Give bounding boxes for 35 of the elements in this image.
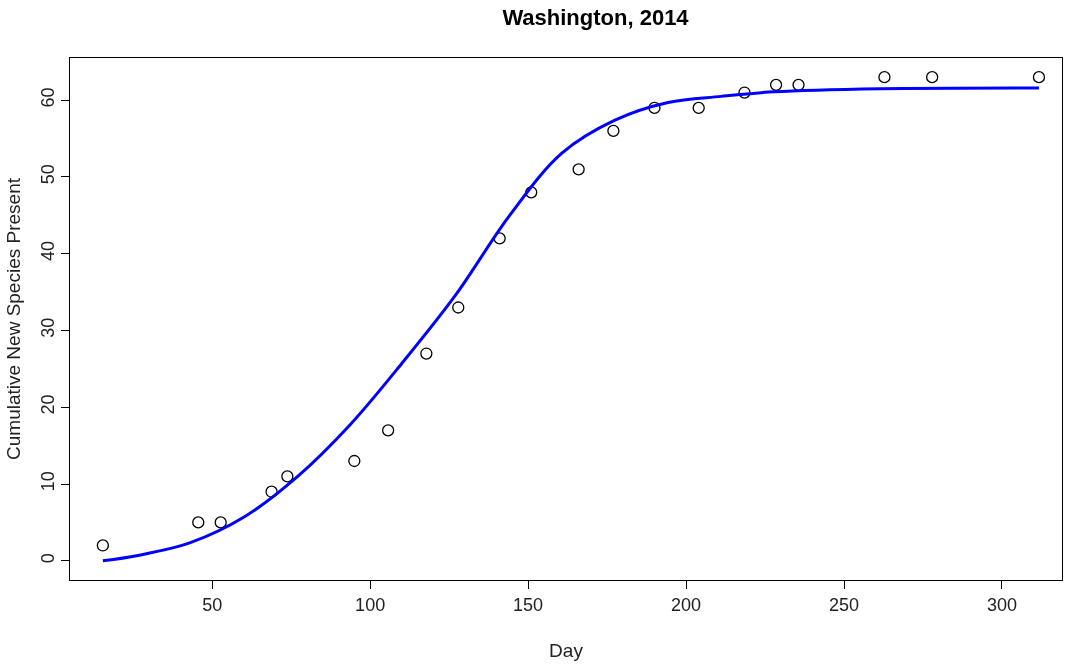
point [281, 470, 294, 483]
x-tick-label: 250 [828, 594, 860, 615]
point [769, 78, 783, 92]
point [452, 301, 465, 314]
y-tick-label: 40 [37, 241, 58, 262]
point [926, 71, 939, 84]
point [572, 163, 585, 176]
point [738, 86, 751, 99]
point [96, 539, 110, 552]
point [1032, 71, 1046, 84]
point [792, 78, 805, 92]
y-tick-label: 10 [37, 471, 58, 492]
point [878, 71, 891, 84]
point [648, 101, 661, 115]
point [381, 424, 395, 437]
x-tick-label: 300 [986, 594, 1017, 615]
y-tick-label: 20 [37, 394, 58, 415]
point [214, 516, 227, 529]
point [420, 347, 433, 360]
y-axis-title: Cumulative New Species Present [2, 177, 24, 460]
point [348, 454, 361, 468]
y-tick-label: 0 [37, 553, 58, 564]
x-tick-label: 100 [355, 594, 386, 615]
point [525, 186, 538, 199]
point [607, 124, 620, 138]
y-tick-label: 30 [37, 317, 58, 338]
y-tick-label: 60 [37, 87, 58, 108]
chart-title: Washington, 2014 [502, 5, 690, 31]
point [692, 101, 705, 115]
x-tick-label: 50 [202, 594, 223, 615]
point [192, 516, 205, 529]
x-tick-label: 150 [513, 594, 544, 615]
x-axis-title: Day [549, 640, 584, 662]
y-tick-label: 50 [37, 164, 58, 185]
x-tick-label: 200 [671, 594, 702, 615]
